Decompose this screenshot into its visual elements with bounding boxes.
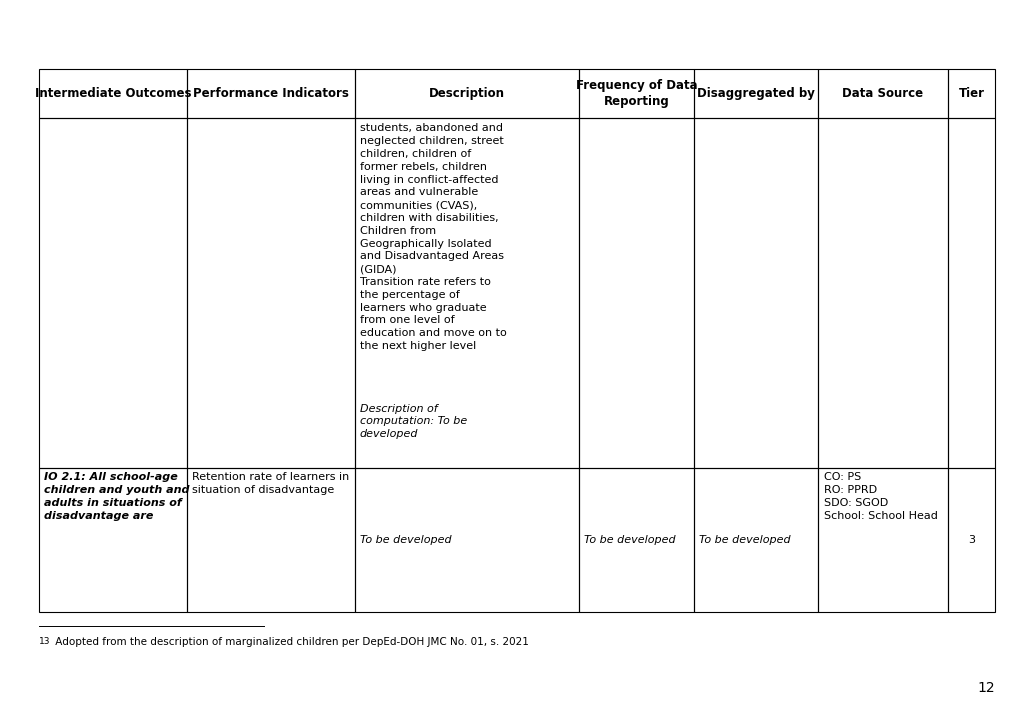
Text: Tier: Tier: [958, 87, 984, 100]
Bar: [580, 69, 694, 117]
Text: To be developed: To be developed: [359, 535, 452, 545]
Bar: [39, 69, 187, 117]
Bar: [694, 117, 818, 468]
Text: To be developed: To be developed: [699, 535, 791, 545]
Text: Retention rate of learners in
situation of disadvantage: Retention rate of learners in situation …: [193, 472, 349, 495]
Bar: [187, 117, 354, 468]
Bar: [187, 468, 354, 612]
Text: Intermediate Outcomes: Intermediate Outcomes: [35, 87, 191, 100]
Bar: [580, 468, 694, 612]
Bar: [39, 117, 187, 468]
Text: Disaggregated by: Disaggregated by: [697, 87, 815, 100]
Text: Description: Description: [429, 87, 505, 100]
Text: students, abandoned and
neglected children, street
children, children of
former : students, abandoned and neglected childr…: [359, 124, 507, 351]
Bar: [947, 117, 995, 468]
Bar: [39, 468, 187, 612]
Text: 3: 3: [968, 535, 975, 545]
Text: 13: 13: [39, 637, 50, 646]
Bar: [580, 117, 694, 468]
Bar: [818, 117, 947, 468]
Bar: [694, 69, 818, 117]
Text: IO 2.1: All school-age
children and youth and
adults in situations of
disadvanta: IO 2.1: All school-age children and yout…: [44, 472, 189, 521]
Text: Description of
computation: To be
developed: Description of computation: To be develo…: [359, 404, 467, 439]
Bar: [818, 468, 947, 612]
Text: Performance Indicators: Performance Indicators: [193, 87, 349, 100]
Bar: [354, 69, 580, 117]
Bar: [947, 468, 995, 612]
Bar: [354, 468, 580, 612]
Text: Adopted from the description of marginalized children per DepEd-DOH JMC No. 01, : Adopted from the description of marginal…: [52, 637, 529, 647]
Bar: [947, 69, 995, 117]
Text: 12: 12: [978, 681, 995, 695]
Bar: [354, 117, 580, 468]
Text: Frequency of Data
Reporting: Frequency of Data Reporting: [575, 79, 697, 108]
Text: Data Source: Data Source: [843, 87, 924, 100]
Bar: [187, 69, 354, 117]
Bar: [818, 69, 947, 117]
Bar: [694, 468, 818, 612]
Text: To be developed: To be developed: [585, 535, 676, 545]
Text: CO: PS
RO: PPRD
SDO: SGOD
School: School Head: CO: PS RO: PPRD SDO: SGOD School: School…: [823, 472, 937, 521]
